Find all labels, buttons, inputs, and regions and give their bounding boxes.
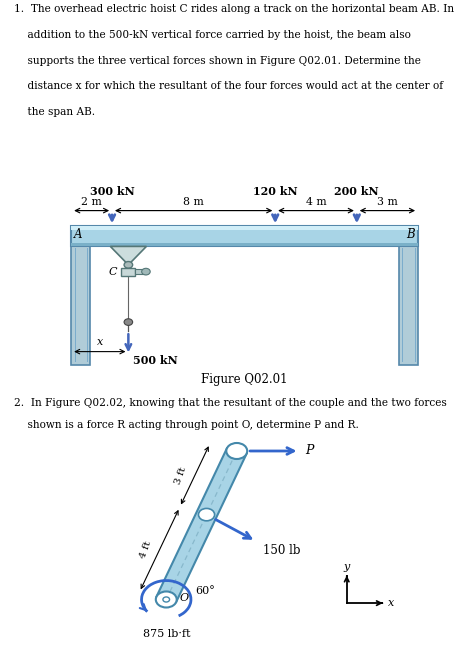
Text: 1.  The overhead electric hoist C rides along a track on the horizontal beam AB.: 1. The overhead electric hoist C rides a… [14,4,455,14]
Bar [71,226,418,246]
Bar [399,246,418,364]
Circle shape [156,592,177,607]
Circle shape [124,318,133,326]
Text: 3 ft: 3 ft [173,465,188,485]
Text: 200 kN: 200 kN [334,186,379,197]
Bar [71,244,418,246]
Text: 875 lb·ft: 875 lb·ft [143,629,191,640]
Circle shape [142,268,150,275]
Circle shape [199,508,215,521]
Text: distance x for which the resultant of the four forces would act at the center of: distance x for which the resultant of th… [14,81,443,91]
Text: 60°: 60° [196,586,216,596]
Bar [121,268,135,276]
Text: 4 m: 4 m [306,196,326,207]
Text: C: C [108,267,117,277]
Text: addition to the 500-kN vertical force carried by the hoist, the beam also: addition to the 500-kN vertical force ca… [14,30,411,40]
Circle shape [163,597,170,602]
Bar [71,226,418,230]
Text: 8 m: 8 m [183,196,204,207]
Text: 150 lb: 150 lb [263,544,301,557]
Bar [71,246,90,364]
Text: supports the three vertical forces shown in Figure Q02.01. Determine the: supports the three vertical forces shown… [14,56,421,65]
Text: 3 m: 3 m [377,196,398,207]
Text: O: O [180,592,189,603]
Polygon shape [110,246,146,265]
Text: 4 ft: 4 ft [138,539,152,559]
Text: B: B [407,228,415,241]
Text: 2.  In Figure Q02.02, knowing that the resultant of the couple and the two force: 2. In Figure Q02.02, knowing that the re… [14,398,447,408]
Text: A: A [74,228,83,241]
Text: shown is a force R acting through point O, determine P and R.: shown is a force R acting through point … [14,420,359,430]
Circle shape [226,443,247,459]
Polygon shape [156,448,247,602]
Text: 300 kN: 300 kN [90,186,134,197]
Text: 500 kN: 500 kN [133,355,178,366]
Circle shape [124,262,133,268]
Text: 120 kN: 120 kN [253,186,297,197]
Text: 2 m: 2 m [81,196,102,207]
Text: Figure Q02.01: Figure Q02.01 [201,373,288,386]
Text: x: x [388,598,394,608]
Text: y: y [343,563,350,572]
Text: x: x [97,337,103,347]
Text: the span AB.: the span AB. [14,107,95,117]
Text: P: P [305,444,314,457]
Bar [135,269,146,274]
